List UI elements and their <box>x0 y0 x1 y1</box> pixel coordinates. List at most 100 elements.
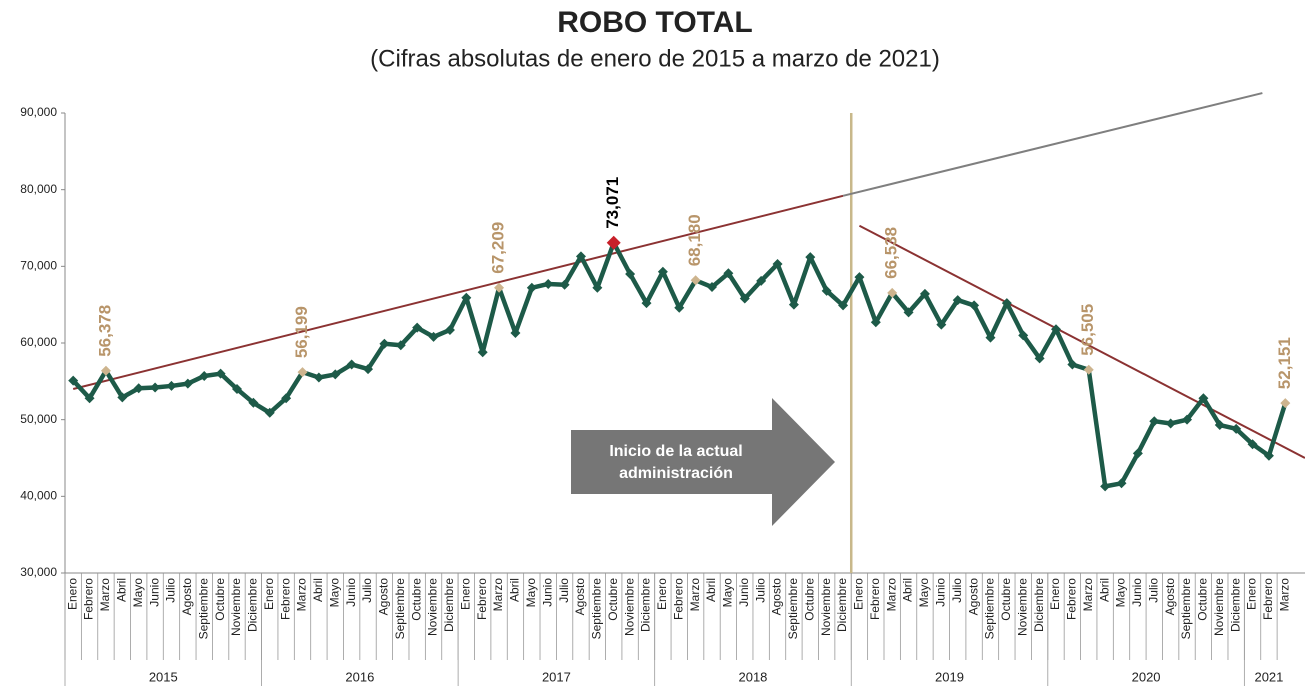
x-tick-label: Junio <box>540 578 554 607</box>
x-tick-label: Marzo <box>688 578 702 612</box>
data-point <box>870 317 881 328</box>
data-point <box>510 328 521 339</box>
x-group-label: 2017 <box>542 669 571 684</box>
x-tick-label: Agosto <box>377 578 391 616</box>
data-point <box>985 332 996 343</box>
x-tick-label: Octubre <box>409 578 423 621</box>
x-tick-label: Diciembre <box>835 578 849 632</box>
x-tick-label: Febrero <box>82 578 96 620</box>
x-group-label: 2016 <box>345 669 374 684</box>
data-point <box>428 331 439 342</box>
data-point <box>412 322 423 333</box>
data-label: 56,505 <box>1078 304 1097 356</box>
trend-line <box>72 194 844 390</box>
x-tick-label: Mayo <box>327 578 341 608</box>
data-label: 67,209 <box>489 222 508 274</box>
data-point <box>1018 330 1029 341</box>
data-point <box>606 235 621 250</box>
x-tick-label: Septiembre <box>1179 578 1193 640</box>
data-point <box>788 299 799 310</box>
data-point <box>477 347 488 358</box>
x-tick-label: Julio <box>164 578 178 603</box>
x-tick-label: Febrero <box>671 578 685 620</box>
x-tick-label: Junio <box>344 578 358 607</box>
y-tick-label: 80,000 <box>20 182 57 196</box>
data-label: 73,071 <box>603 177 622 229</box>
x-tick-label: Octubre <box>1196 578 1210 621</box>
x-tick-label: Agosto <box>1163 578 1177 616</box>
x-tick-label: Noviembre <box>229 578 243 636</box>
x-tick-label: Diciembre <box>639 578 653 632</box>
data-point <box>363 364 374 375</box>
data-point <box>674 302 685 313</box>
data-point <box>657 266 668 277</box>
data-point <box>952 295 963 306</box>
data-point <box>592 282 603 293</box>
x-tick-label: Agosto <box>966 578 980 616</box>
x-tick-label: Agosto <box>180 578 194 616</box>
data-point <box>690 275 701 286</box>
x-tick-label: Febrero <box>475 578 489 620</box>
data-point <box>150 382 161 393</box>
data-point <box>215 368 226 379</box>
data-point <box>133 383 144 394</box>
data-point <box>1280 398 1291 409</box>
x-tick-label: Enero <box>852 578 866 610</box>
data-point <box>1100 481 1111 492</box>
x-tick-label: Julio <box>360 578 374 603</box>
data-point <box>838 300 849 311</box>
x-tick-label: Octubre <box>802 578 816 621</box>
data-point <box>199 370 210 381</box>
x-tick-label: Junio <box>737 578 751 607</box>
data-point <box>1182 414 1193 425</box>
annotation-arrow <box>571 398 835 526</box>
x-tick-label: Noviembre <box>426 578 440 636</box>
data-point <box>1083 364 1094 375</box>
x-tick-label: Marzo <box>884 578 898 612</box>
data-point <box>1198 393 1209 404</box>
data-point <box>854 272 865 283</box>
x-tick-label: Julio <box>950 578 964 603</box>
x-tick-label: Enero <box>65 578 79 610</box>
data-point <box>117 392 128 403</box>
x-tick-label: Septiembre <box>196 578 210 640</box>
data-label: 66,538 <box>882 227 901 279</box>
data-label: 56,378 <box>95 305 114 357</box>
y-tick-label: 90,000 <box>20 105 57 119</box>
x-tick-label: Diciembre <box>1032 578 1046 632</box>
x-tick-label: Agosto <box>573 578 587 616</box>
y-tick-label: 30,000 <box>20 565 57 579</box>
x-tick-label: Enero <box>458 578 472 610</box>
x-tick-label: Abril <box>704 578 718 602</box>
data-point <box>494 282 505 293</box>
data-point <box>1034 353 1045 364</box>
data-point <box>821 285 832 296</box>
data-label: 52,151 <box>1275 337 1294 389</box>
data-point <box>756 275 767 286</box>
data-point <box>264 407 275 418</box>
x-tick-label: Enero <box>655 578 669 610</box>
x-tick-label: Marzo <box>295 578 309 612</box>
x-tick-label: Julio <box>1146 578 1160 603</box>
x-group-label: 2020 <box>1132 669 1161 684</box>
data-point <box>1231 423 1242 434</box>
data-point <box>739 293 750 304</box>
x-tick-label: Mayo <box>721 578 735 608</box>
x-tick-label: Mayo <box>131 578 145 608</box>
data-point <box>641 298 652 309</box>
data-point <box>772 259 783 270</box>
data-point <box>330 369 341 380</box>
x-tick-label: Junio <box>147 578 161 607</box>
x-group-label: 2021 <box>1254 669 1283 684</box>
data-point <box>723 268 734 279</box>
chart-subtitle: (Cifras absolutas de enero de 2015 a mar… <box>370 45 940 72</box>
x-tick-label: Abril <box>115 578 129 602</box>
annotation-text: administración <box>619 465 733 482</box>
x-tick-label: Febrero <box>278 578 292 620</box>
x-tick-label: Septiembre <box>983 578 997 640</box>
x-tick-label: Abril <box>901 578 915 602</box>
trend-line <box>842 92 1263 197</box>
data-point <box>166 380 177 391</box>
data-point <box>1050 324 1061 335</box>
x-tick-label: Agosto <box>770 578 784 616</box>
